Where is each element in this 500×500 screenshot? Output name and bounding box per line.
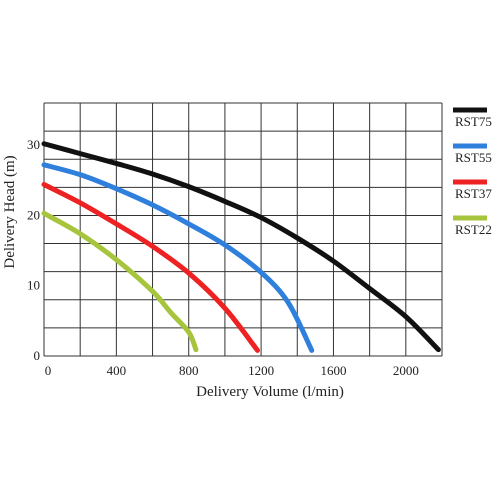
chart-grid — [43, 102, 443, 357]
x-tick-label: 0 — [45, 363, 52, 378]
x-tick-label: 2000 — [393, 363, 419, 378]
y-tick-label: 30 — [27, 137, 40, 152]
legend-label-rst55: RST55 — [455, 150, 492, 165]
chart-series — [41, 141, 441, 353]
x-tick-label: 1600 — [320, 363, 346, 378]
legend-label-rst75: RST75 — [455, 114, 492, 129]
legend-label-rst37: RST37 — [455, 186, 492, 201]
y-tick-label: 10 — [27, 278, 40, 293]
y-tick-label: 0 — [34, 348, 41, 363]
x-tick-label: 800 — [179, 363, 199, 378]
x-tick-label: 400 — [107, 363, 127, 378]
y-axis-label: Delivery Head (m) — [2, 155, 18, 268]
y-axis-ticks: 0 10 20 30 — [27, 137, 40, 363]
series-line-rst55 — [41, 162, 315, 353]
y-tick-label: 20 — [27, 207, 40, 222]
x-axis-ticks: 0 400 800 1200 1600 2000 — [45, 363, 419, 378]
series-line-rst22 — [41, 210, 199, 353]
legend-label-rst22: RST22 — [455, 222, 492, 237]
series-line-rst37 — [41, 182, 260, 353]
series-line-rst75 — [41, 141, 441, 353]
x-axis-label: Delivery Volume (l/min) — [196, 384, 344, 400]
x-tick-label: 1200 — [248, 363, 274, 378]
chart-legend: RST75 RST55 RST37 RST22 — [453, 107, 492, 237]
